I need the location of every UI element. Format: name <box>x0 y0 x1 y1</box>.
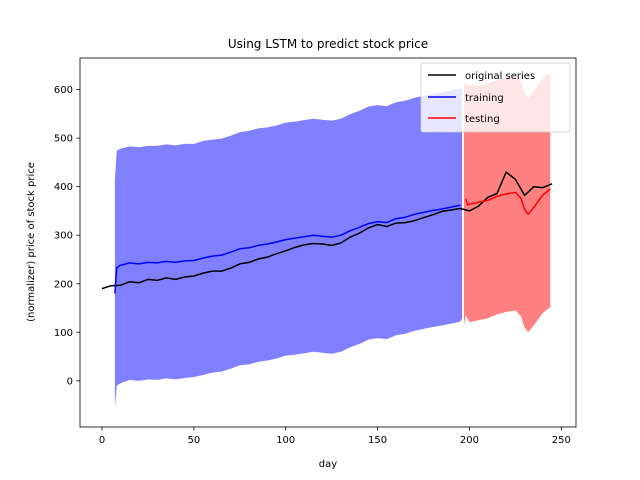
x-tick-label: 50 <box>188 435 201 446</box>
x-tick-label: 100 <box>276 435 295 446</box>
series-line-original-series <box>101 171 553 290</box>
y-axis-label: (normalizer) price of stock price <box>26 162 37 322</box>
y-tick-label: 100 <box>54 328 73 339</box>
series-line-training <box>114 204 461 294</box>
y-tick-label: 200 <box>54 279 73 290</box>
x-axis-label: day <box>319 459 337 470</box>
y-tick-label: 500 <box>54 134 73 145</box>
legend-box <box>420 62 571 133</box>
chart-title: Using LSTM to predict stock price <box>228 37 428 51</box>
y-tick-label: 400 <box>54 182 73 193</box>
plot-area <box>101 72 553 408</box>
x-tick-label: 200 <box>460 435 479 446</box>
y-tick-label: 600 <box>54 85 73 96</box>
y-tick-label: 0 <box>67 376 73 387</box>
legend-label-training: training <box>465 93 504 104</box>
axis-ticks: 0 50 100 150 200 250 0 100 200 300 400 500 600 <box>54 85 571 446</box>
series-line-testing <box>465 188 551 216</box>
confidence-band-1 <box>463 72 551 333</box>
legend-label-testing: testing <box>465 114 500 125</box>
legend-label-original-series: original series <box>465 71 535 82</box>
x-tick-label: 150 <box>368 435 387 446</box>
confidence-band-0 <box>114 87 463 408</box>
axes-frame <box>79 57 577 428</box>
x-tick-label: 250 <box>552 435 571 446</box>
x-tick-label: 0 <box>99 435 105 446</box>
legend: original series training testing <box>420 62 571 133</box>
y-tick-label: 300 <box>54 231 73 242</box>
